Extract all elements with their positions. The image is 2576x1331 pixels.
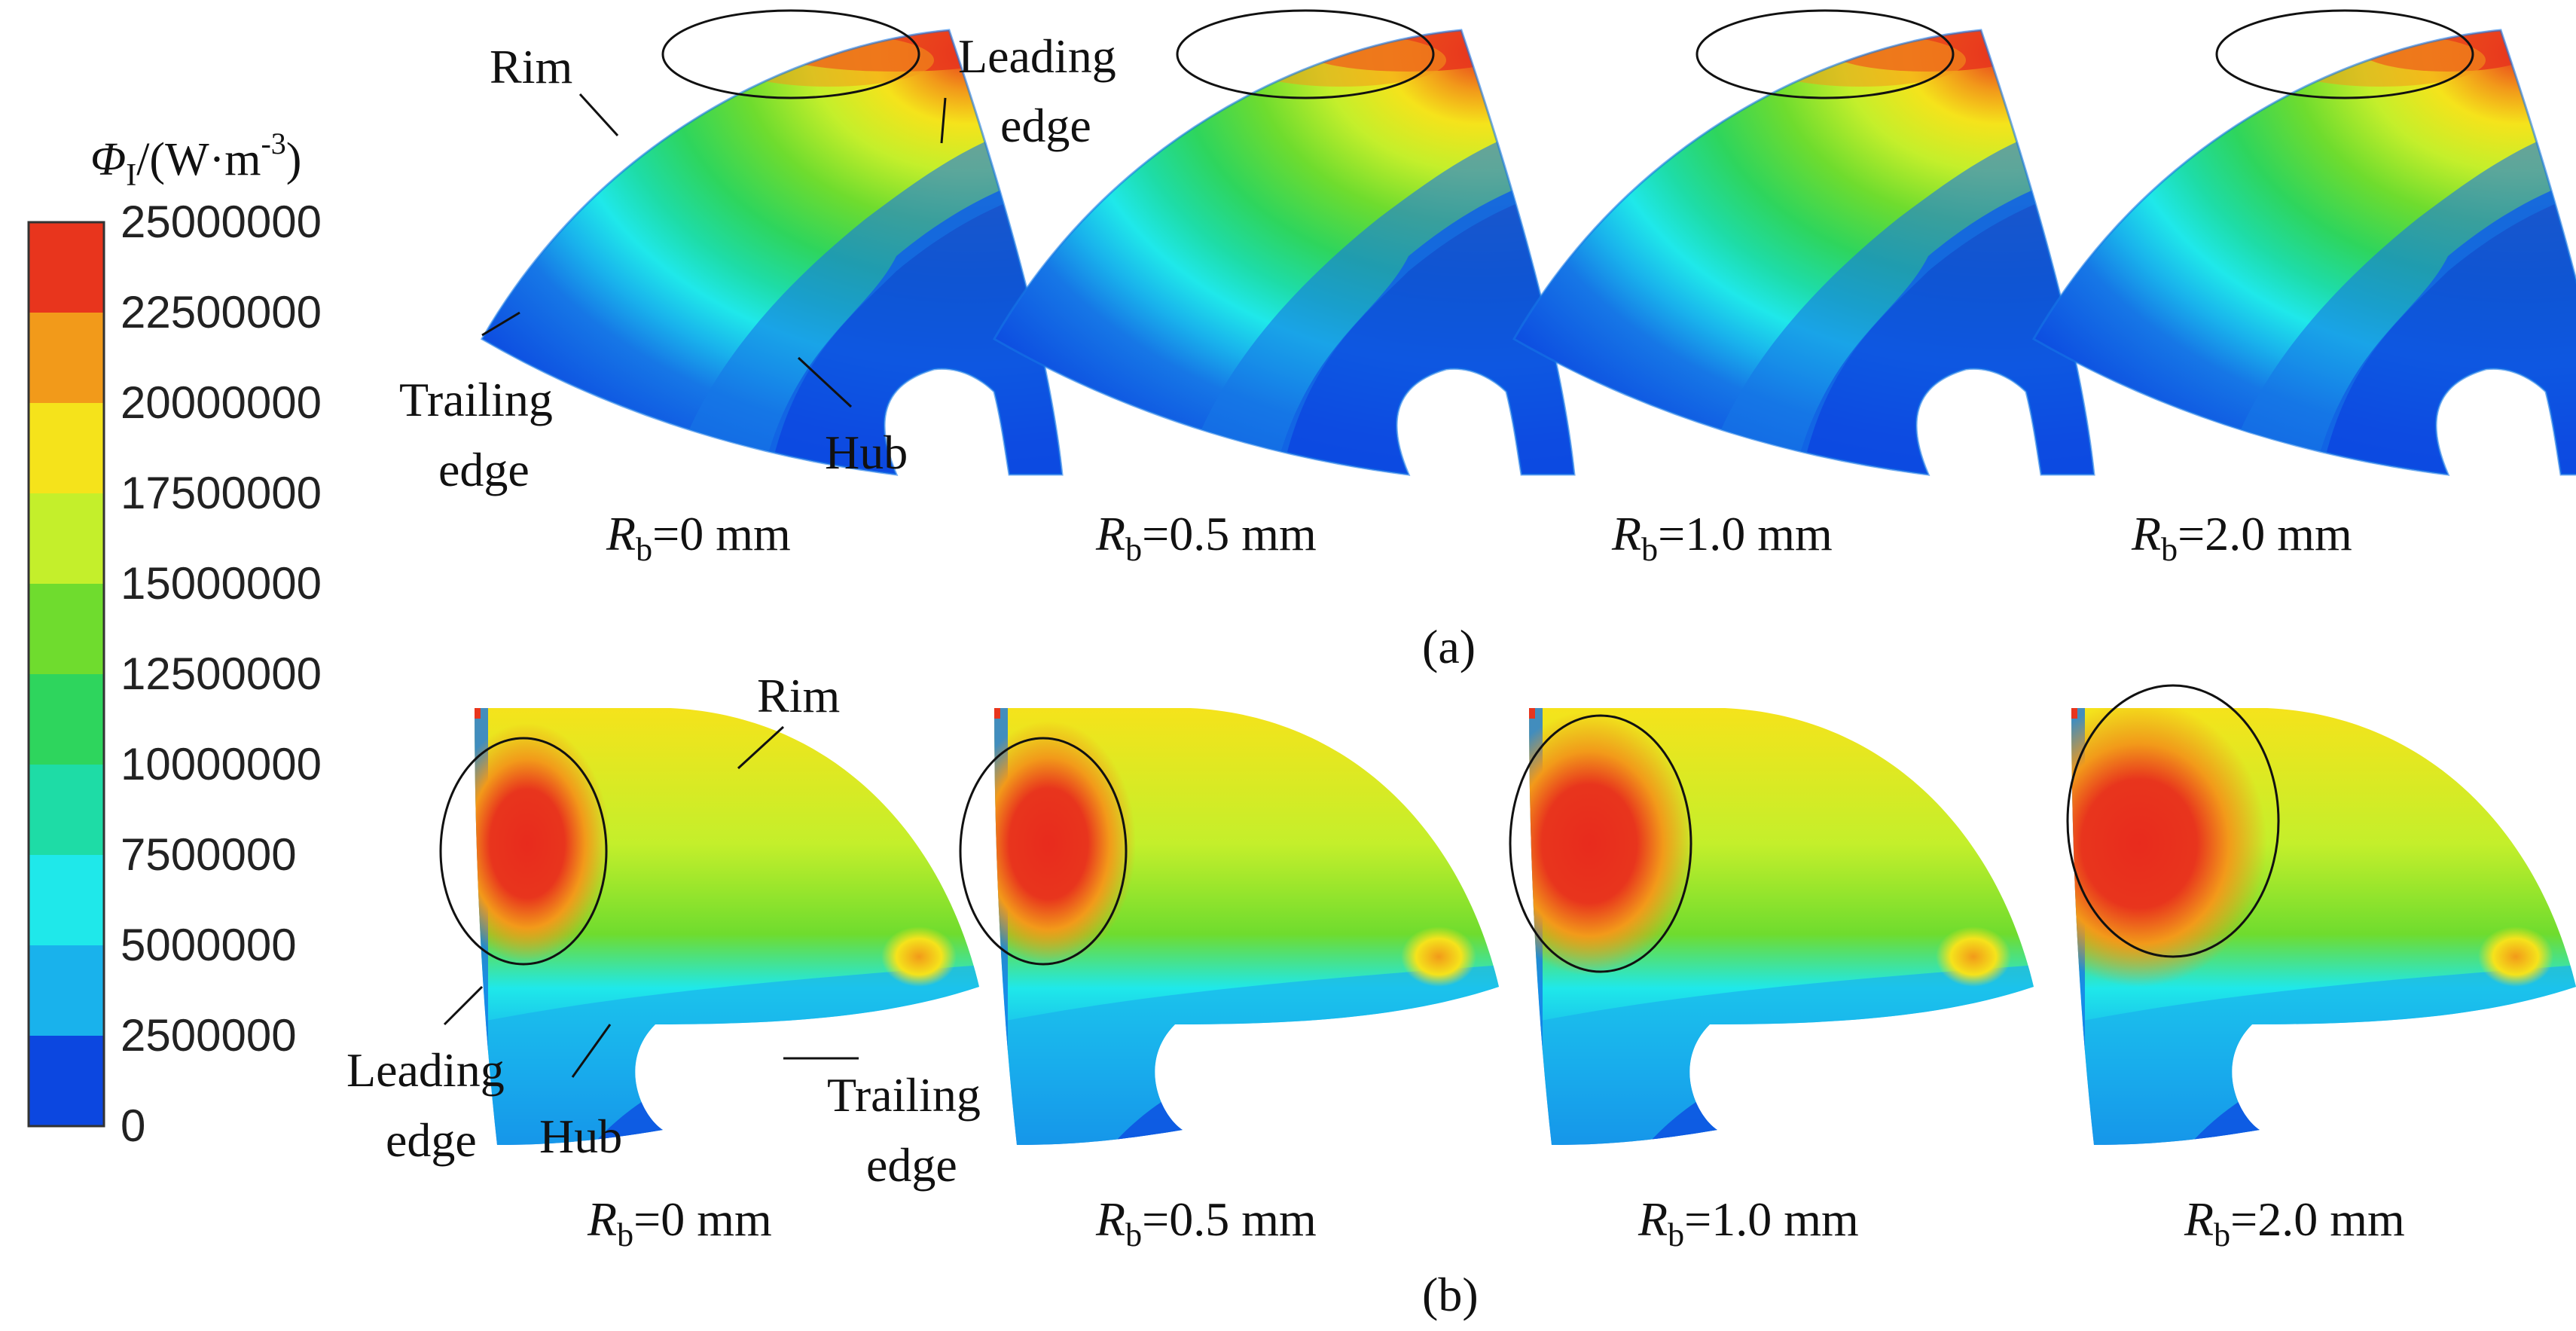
colorbar-swatches [29, 222, 104, 1127]
blade-caption: Rb=2.0 mm [2131, 507, 2352, 568]
colorbar: ΦI/(W·m-3) 25000000225000002000000017500… [27, 127, 322, 1151]
colorbar-tick-label: 20000000 [121, 377, 322, 428]
annotation-leading-edge: edge [386, 1113, 477, 1167]
highlight-ellipse [1509, 714, 1692, 973]
colorbar-tick-labels: 2500000022500000200000001750000015000000… [121, 197, 322, 1151]
highlight-ellipse [439, 737, 608, 966]
highlight-ellipse [1176, 9, 1435, 99]
colorbar-tick-label: 10000000 [121, 739, 322, 789]
colorbar-tick-label: 2500000 [121, 1010, 297, 1061]
annotation-trailing: Trailing [399, 373, 553, 426]
blade-contour-a [1512, 29, 2095, 476]
panel-b-label: (b) [1422, 1268, 1479, 1321]
highlight-ellipse [1695, 9, 1955, 99]
colorbar-swatch [29, 222, 104, 313]
colorbar-tick-label: 17500000 [121, 468, 322, 518]
colorbar-title: ΦI/(W·m-3) [90, 127, 301, 193]
annotation-leading: Leading [958, 29, 1116, 83]
blade-caption: Rb=0.5 mm [1095, 1192, 1317, 1253]
highlight-ellipse [661, 9, 920, 99]
annotation-rim: Rim [490, 40, 572, 93]
panel-b: Rim Leading edge Hub Trailing edge Rb=0 … [346, 669, 2576, 1321]
colorbar-tick-label: 25000000 [121, 197, 322, 247]
colorbar-swatch [29, 674, 104, 765]
colorbar-swatch [29, 855, 104, 946]
highlight-ellipse [959, 737, 1128, 966]
colorbar-tick-label: 0 [121, 1101, 145, 1151]
panel-a-label: (a) [1422, 620, 1476, 673]
annotation-rim: Rim [757, 669, 840, 722]
annotation-hub: Hub [539, 1110, 622, 1163]
annotation-trailing-edge: edge [866, 1138, 957, 1192]
panel-a: Rim Leading edge Trailing edge Hub Rb=0 … [399, 9, 2576, 673]
colorbar-tick-label: 7500000 [121, 829, 297, 880]
colorbar-swatch [29, 765, 104, 856]
colorbar-swatch [29, 1036, 104, 1127]
blade-contour-b [1529, 708, 2034, 1145]
colorbar-swatch [29, 493, 104, 585]
colorbar-swatch [29, 313, 104, 404]
blade-caption: Rb=2.0 mm [2184, 1192, 2405, 1253]
colorbar-tick-label: 5000000 [121, 920, 297, 970]
colorbar-tick-label: 22500000 [121, 287, 322, 337]
blade-caption: Rb=1.0 mm [1611, 507, 1833, 568]
blade-caption: Rb=1.0 mm [1637, 1192, 1859, 1253]
colorbar-swatch [29, 584, 104, 675]
colorbar-swatch [29, 945, 104, 1036]
colorbar-tick-label: 12500000 [121, 649, 322, 699]
colorbar-frame [27, 221, 105, 1128]
colorbar-tick-label: 15000000 [121, 558, 322, 609]
blade-caption: Rb=0.5 mm [1095, 507, 1317, 568]
blade-contour-b [2071, 708, 2576, 1145]
blade-contour-a [992, 29, 1576, 476]
annotation-trailing-edge: edge [438, 443, 530, 496]
annotation-leading: Leading [346, 1043, 505, 1097]
highlight-ellipse [2066, 684, 2280, 958]
blade-caption: Rb=0 mm [606, 507, 791, 568]
blade-contour-b [994, 708, 1499, 1145]
annotation-leading-edge: edge [1000, 99, 1091, 152]
annotation-trailing: Trailing [827, 1068, 981, 1122]
annotation-hub: Hub [825, 426, 908, 479]
blade-contour-a [480, 29, 1064, 476]
highlight-ellipse [2215, 9, 2474, 99]
colorbar-swatch [29, 403, 104, 494]
blade-caption: Rb=0 mm [587, 1192, 772, 1253]
